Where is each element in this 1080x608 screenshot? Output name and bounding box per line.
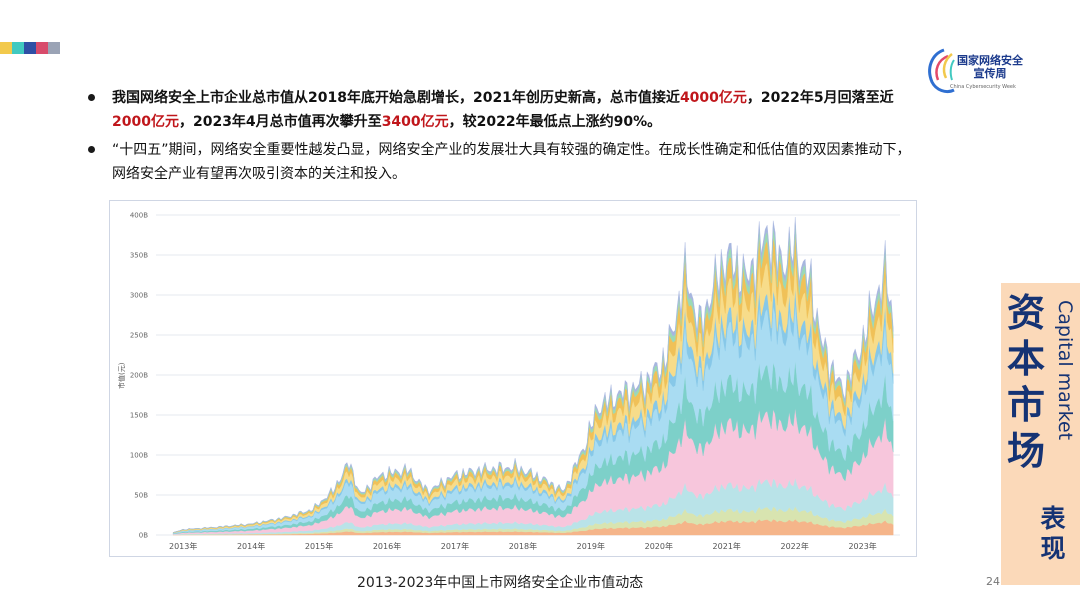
y-tick-label: 250B [130,332,148,340]
y-tick-label: 400B [130,212,148,220]
logo-title-line1: 国家网络安全 [957,54,1023,67]
stripe-2 [12,42,24,54]
x-tick-label: 2013年 [169,541,197,551]
y-tick-label: 100B [130,452,148,460]
bullet-item-1: 我国网络安全上市企业总市值从2018年底开始急剧增长，2021年创历史新高，总市… [86,86,916,134]
chart-y-axis-label: 市值(元) [117,362,126,389]
section-label-panel [1001,283,1080,585]
area-layer-11 [172,217,894,533]
stripe-1 [0,42,12,54]
y-tick-label: 0B [139,532,148,540]
y-tick-label: 50B [134,492,148,500]
page-number: 24 [986,575,1000,588]
bullet-1-seg-3: 2000亿元 [112,114,179,130]
market-cap-chart: 0B 50B 100B 150B 200B 250B 300B 350B 400B 2013年 2… [109,200,917,557]
chart-y-ticks: 0B 50B 100B 150B 200B 250B 300B 350B 400B [130,212,148,540]
x-tick-label: 2014年 [237,541,265,551]
chart-caption: 2013-2023年中国上市网络安全企业市值动态 [357,575,644,591]
bullet-dot-icon [88,94,95,101]
bullet-1-seg-0: 我国网络安全上市企业总市值从2018年底开始急剧增长，2021年创历史新高，总市… [112,90,680,106]
cybersecurity-week-logo: 国家网络安全 宣传周 China Cybersecurity Week [924,44,1034,100]
stripe-4 [36,42,48,54]
x-tick-label: 2020年 [645,541,673,551]
x-tick-label: 2021年 [713,541,741,551]
section-title-english: Capital market [1054,300,1076,441]
logo-title-line2: 宣传周 [973,67,1007,80]
x-tick-label: 2023年 [848,541,876,551]
bullet-dot-icon [88,146,95,153]
x-tick-label: 2015年 [305,541,333,551]
stripe-3 [24,42,36,54]
section-subtitle: 表现 [1040,504,1066,563]
bullet-list: 我国网络安全上市企业总市值从2018年底开始急剧增长，2021年创历史新高，总市… [86,86,916,190]
y-tick-label: 350B [130,252,148,260]
section-title: 资本市场 [1006,291,1045,473]
stripe-5 [48,42,60,54]
logo-title: 国家网络安全 宣传周 [952,54,1028,80]
y-tick-label: 200B [130,372,148,380]
logo-subtitle: China Cybersecurity Week [950,84,1016,90]
x-tick-label: 2018年 [509,541,537,551]
x-tick-label: 2016年 [373,541,401,551]
header-color-stripes [0,42,60,54]
x-tick-label: 2022年 [781,541,809,551]
y-tick-label: 300B [130,292,148,300]
bullet-2-text: “十四五”期间，网络安全重要性越发凸显，网络安全产业的发展壮大具有较强的确定性。… [112,142,911,182]
logo-swirl-icon [928,48,955,94]
y-tick-label: 150B [130,412,148,420]
x-tick-label: 2019年 [577,541,605,551]
chart-stacked-areas [172,217,894,536]
bullet-1-seg-4: ，2023年4月总市值再次攀升至 [178,114,382,130]
bullet-1-seg-5: 3400亿元 [381,114,449,130]
x-tick-label: 2017年 [441,541,469,551]
chart-x-ticks: 2013年 2014年 2015年 2016年 2017年 2018年 2019年 2020年… [169,541,877,551]
bullet-1-seg-2: ，2022年5月回落至近 [746,90,894,106]
bullet-1-seg-1: 4000亿元 [679,90,747,106]
bullet-1-seg-6: ，较2022年最低点上涨约90%。 [448,114,662,130]
bullet-item-2: “十四五”期间，网络安全重要性越发凸显，网络安全产业的发展壮大具有较强的确定性。… [86,138,916,186]
